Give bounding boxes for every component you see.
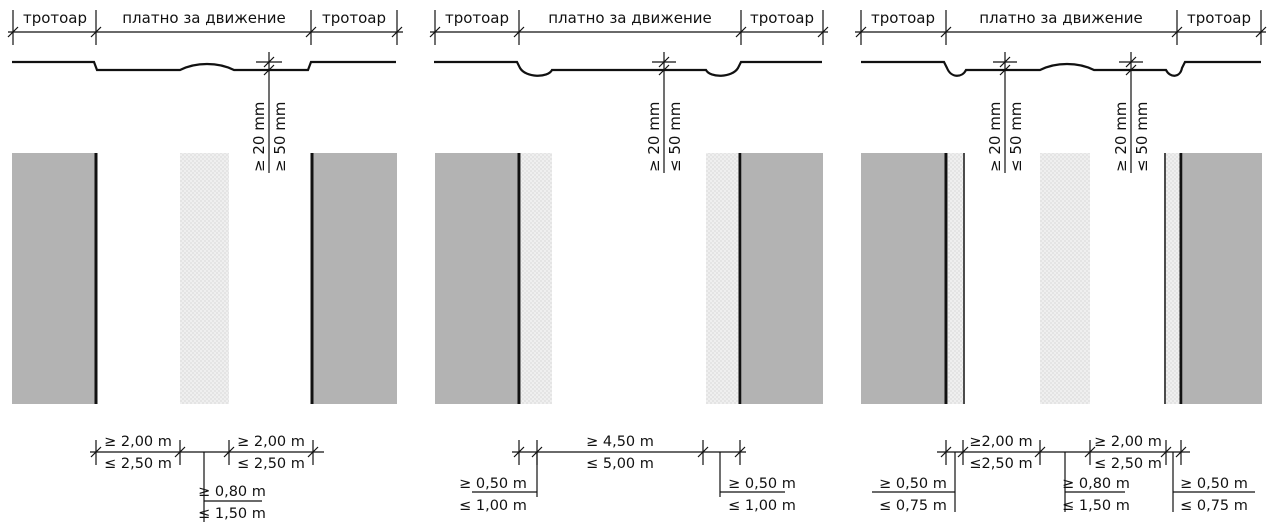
- road-cross-section: [434, 60, 822, 77]
- sidewalk-left: [435, 153, 518, 404]
- label-sidewalk-right: тротоар: [1187, 9, 1251, 27]
- dim-strip-right-min: ≥ 0,50 m: [1180, 476, 1248, 492]
- paved-strip-right: [706, 153, 739, 404]
- label-carriageway: платно за движение: [548, 9, 712, 27]
- label-sidewalk-left: тротоар: [23, 9, 87, 27]
- dim-lane-left-max: ≤2,50 m: [969, 456, 1032, 472]
- dim-lane-right-max: ≤ 2,50 m: [1094, 456, 1162, 472]
- paved-strip-center: [1040, 153, 1090, 404]
- dim-lane-right-min: ≥ 2,00 m: [237, 434, 305, 450]
- label-carriageway: платно за движение: [979, 9, 1143, 27]
- curb-height-min: ≥ 20 mm: [1112, 102, 1130, 172]
- paved-strip-center: [180, 153, 229, 404]
- dim-strip-center-min: ≥ 0,80 m: [1062, 476, 1130, 492]
- dim-carriageway-min: ≥ 4,50 m: [586, 434, 654, 450]
- curb-height-min: ≥ 20 mm: [986, 102, 1004, 172]
- sidewalk-right: [313, 153, 397, 404]
- curb-height-max: ≤ 50 mm: [1133, 102, 1151, 172]
- sidewalk-left: [861, 153, 945, 404]
- curb-height-max: ≤ 50 mm: [666, 102, 684, 172]
- curb-height-min: ≥ 20 mm: [250, 102, 268, 172]
- dim-strip-max: ≤ 1,50 m: [198, 506, 266, 522]
- dim-lane-left-max: ≤ 2,50 m: [104, 456, 172, 472]
- label-sidewalk-right: тротоар: [750, 9, 814, 27]
- curb-height-max: ≤ 50 mm: [1007, 102, 1025, 172]
- label-sidewalk-right: тротоар: [322, 9, 386, 27]
- panel-2: тротоар платно за движение тротоар ≥ 20 …: [429, 9, 829, 514]
- dim-strip-left-min: ≥ 0,50 m: [459, 476, 527, 492]
- dim-strip-left-max: ≤ 1,00 m: [459, 498, 527, 514]
- road-cross-section: [12, 60, 396, 72]
- label-sidewalk-left: тротоар: [871, 9, 935, 27]
- panel-3: тротоар платно за движение тротоар ≥ 20 …: [855, 9, 1267, 514]
- dim-lane-right-max: ≤ 2,50 m: [237, 456, 305, 472]
- curb-height-min: ≥ 20 mm: [645, 102, 663, 172]
- sidewalk-left: [12, 153, 95, 404]
- paved-strip-left: [948, 153, 963, 404]
- dim-strip-left-min: ≥ 0,50 m: [879, 476, 947, 492]
- paved-strip-right: [1166, 153, 1180, 404]
- dim-strip-center-max: ≤ 1,50 m: [1062, 498, 1130, 514]
- dim-strip-min: ≥ 0,80 m: [198, 484, 266, 500]
- dim-lane-left-min: ≥2,00 m: [969, 434, 1032, 450]
- sidewalk-right: [1183, 153, 1262, 404]
- sidewalk-right: [742, 153, 823, 404]
- road-cross-section: [861, 60, 1261, 77]
- dim-strip-left-max: ≤ 0,75 m: [879, 498, 947, 514]
- dim-lane-right-min: ≥ 2,00 m: [1094, 434, 1162, 450]
- curb-height-max: ≥ 50 mm: [271, 102, 289, 172]
- dim-strip-right-max: ≤ 1,00 m: [728, 498, 796, 514]
- dim-carriageway-max: ≤ 5,00 m: [586, 456, 654, 472]
- dim-lane-left-min: ≥ 2,00 m: [104, 434, 172, 450]
- dim-strip-right-max: ≤ 0,75 m: [1180, 498, 1248, 514]
- panel-1: тротоар платно за движение тротоар ≥ 20 …: [7, 9, 403, 522]
- paved-strip-left: [521, 153, 552, 404]
- label-sidewalk-left: тротоар: [445, 9, 509, 27]
- label-carriageway: платно за движение: [122, 9, 286, 27]
- dim-strip-right-min: ≥ 0,50 m: [728, 476, 796, 492]
